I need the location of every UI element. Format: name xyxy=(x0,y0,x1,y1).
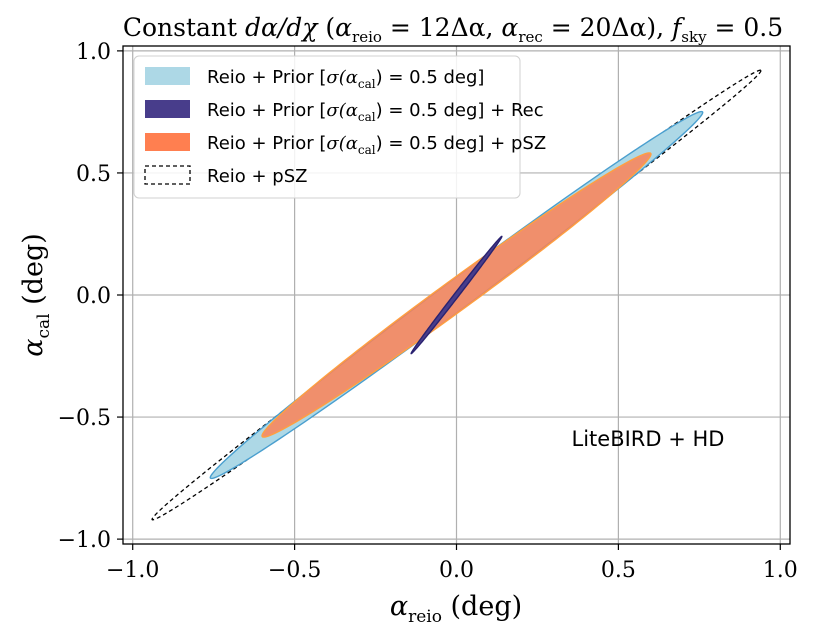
legend: Reio + Prior [σ(αcal) = 0.5 deg] Reio + P… xyxy=(133,55,546,199)
y-axis-label: αcal (deg) xyxy=(18,233,54,357)
x-axis-label: αreio (deg) xyxy=(390,591,522,627)
y-tick-label-4: 1.0 xyxy=(76,40,111,65)
legend-label-2: Reio + Prior [σ(αcal) = 0.5 deg] + pSZ xyxy=(207,133,546,157)
chart-title: Constant dα/dχ (αreio = 12Δα, αrec = 20Δ… xyxy=(123,13,783,46)
x-tick-label-1: −0.5 xyxy=(268,558,321,583)
legend-box xyxy=(133,55,521,199)
legend-swatch-2 xyxy=(145,133,190,151)
y-tick-label-2: 0.0 xyxy=(76,284,111,309)
x-tick-label-3: 0.5 xyxy=(601,558,636,583)
y-tick-label-3: 0.5 xyxy=(76,162,111,187)
legend-swatch-3 xyxy=(144,165,191,185)
x-tick-label-2: 0.0 xyxy=(439,558,474,583)
contour-layer xyxy=(151,69,762,521)
legend-label-1: Reio + Prior [σ(αcal) = 0.5 deg] + Rec xyxy=(207,100,544,124)
legend-swatch-1 xyxy=(145,100,190,118)
axis-ticks: −1.0 −0.5 0.0 0.5 1.0 −1.0 −0.5 0.0 0.5 1.0 xyxy=(58,40,798,583)
y-tick-label-1: −0.5 xyxy=(58,406,111,431)
x-tick-label-0: −1.0 xyxy=(106,558,159,583)
legend-label-0: Reio + Prior [σ(αcal) = 0.5 deg] xyxy=(207,67,484,91)
contour-3 xyxy=(410,235,503,355)
x-tick-label-4: 1.0 xyxy=(763,558,798,583)
annotation-litebird-hd: LiteBIRD + HD xyxy=(572,427,725,451)
legend-swatch-0 xyxy=(145,67,190,85)
legend-label-3: Reio + pSZ xyxy=(207,166,308,187)
y-tick-label-0: −1.0 xyxy=(58,528,111,553)
